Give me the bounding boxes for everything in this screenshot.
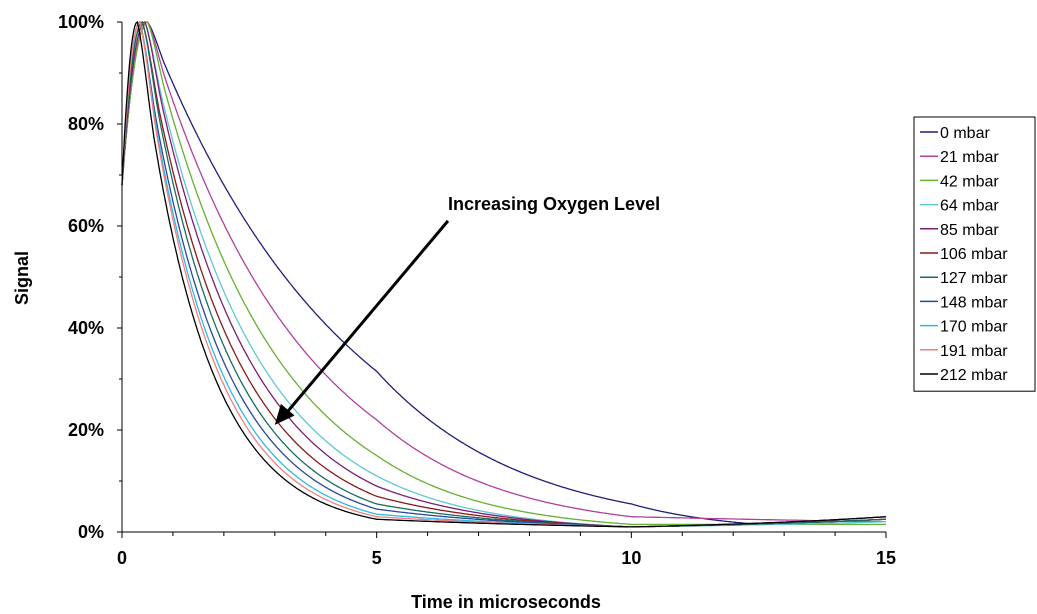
legend-entry: 212 mbar [940, 367, 1008, 384]
x-tick-label: 0 [117, 548, 127, 568]
annotation-label: Increasing Oxygen Level [448, 194, 660, 214]
y-tick-label: 100% [58, 12, 104, 32]
y-tick-label: 80% [68, 114, 104, 134]
series-line-6 [121, 21, 886, 528]
legend-entry: 0 mbar [940, 125, 990, 142]
legend-entry: 85 mbar [940, 222, 999, 239]
legend: 0 mbar 21 mbar 42 mbar 64 mbar 85 mbar 106 mb… [913, 116, 1036, 392]
series-line-3 [121, 21, 886, 528]
x-axis-title: Time in microseconds [411, 592, 601, 612]
legend-entry: 64 mbar [940, 198, 999, 215]
y-tick-label: 0% [78, 522, 104, 542]
series-line-4 [121, 21, 886, 528]
legend-entry: 21 mbar [940, 149, 999, 166]
series-line-7 [121, 20, 887, 528]
series-line-0 [121, 21, 886, 526]
series-line-10 [121, 20, 887, 528]
series-line-5 [121, 21, 886, 528]
legend-entry: 127 mbar [940, 270, 1008, 287]
annotation-arrow-shaft [283, 219, 450, 416]
series-line-9 [121, 20, 887, 528]
series-line-1 [121, 21, 886, 523]
annotation-group: Increasing Oxygen Level [274, 194, 660, 425]
x-tick-label: 10 [621, 548, 641, 568]
series-lines [121, 20, 887, 528]
x-tick-label: 15 [876, 548, 896, 568]
y-tick-label: 20% [68, 420, 104, 440]
legend-entry: 148 mbar [940, 294, 1008, 311]
y-tick-label: 40% [68, 318, 104, 338]
legend-entry: 170 mbar [940, 319, 1008, 336]
series-line-8 [121, 20, 887, 528]
legend-entry: 42 mbar [940, 173, 999, 190]
legend-entry: 191 mbar [940, 343, 1008, 360]
series-line-2 [121, 21, 886, 526]
legend-entry: 106 mbar [940, 246, 1008, 263]
y-tick-label: 60% [68, 216, 104, 236]
axes: 0% 20% 40% 60% 80% 100% 0 5 10 15 [58, 12, 896, 568]
y-axis-title: Signal [12, 251, 32, 305]
annotation-arrow-head [274, 403, 295, 425]
x-tick-label: 5 [372, 548, 382, 568]
legend-box [913, 116, 1036, 392]
